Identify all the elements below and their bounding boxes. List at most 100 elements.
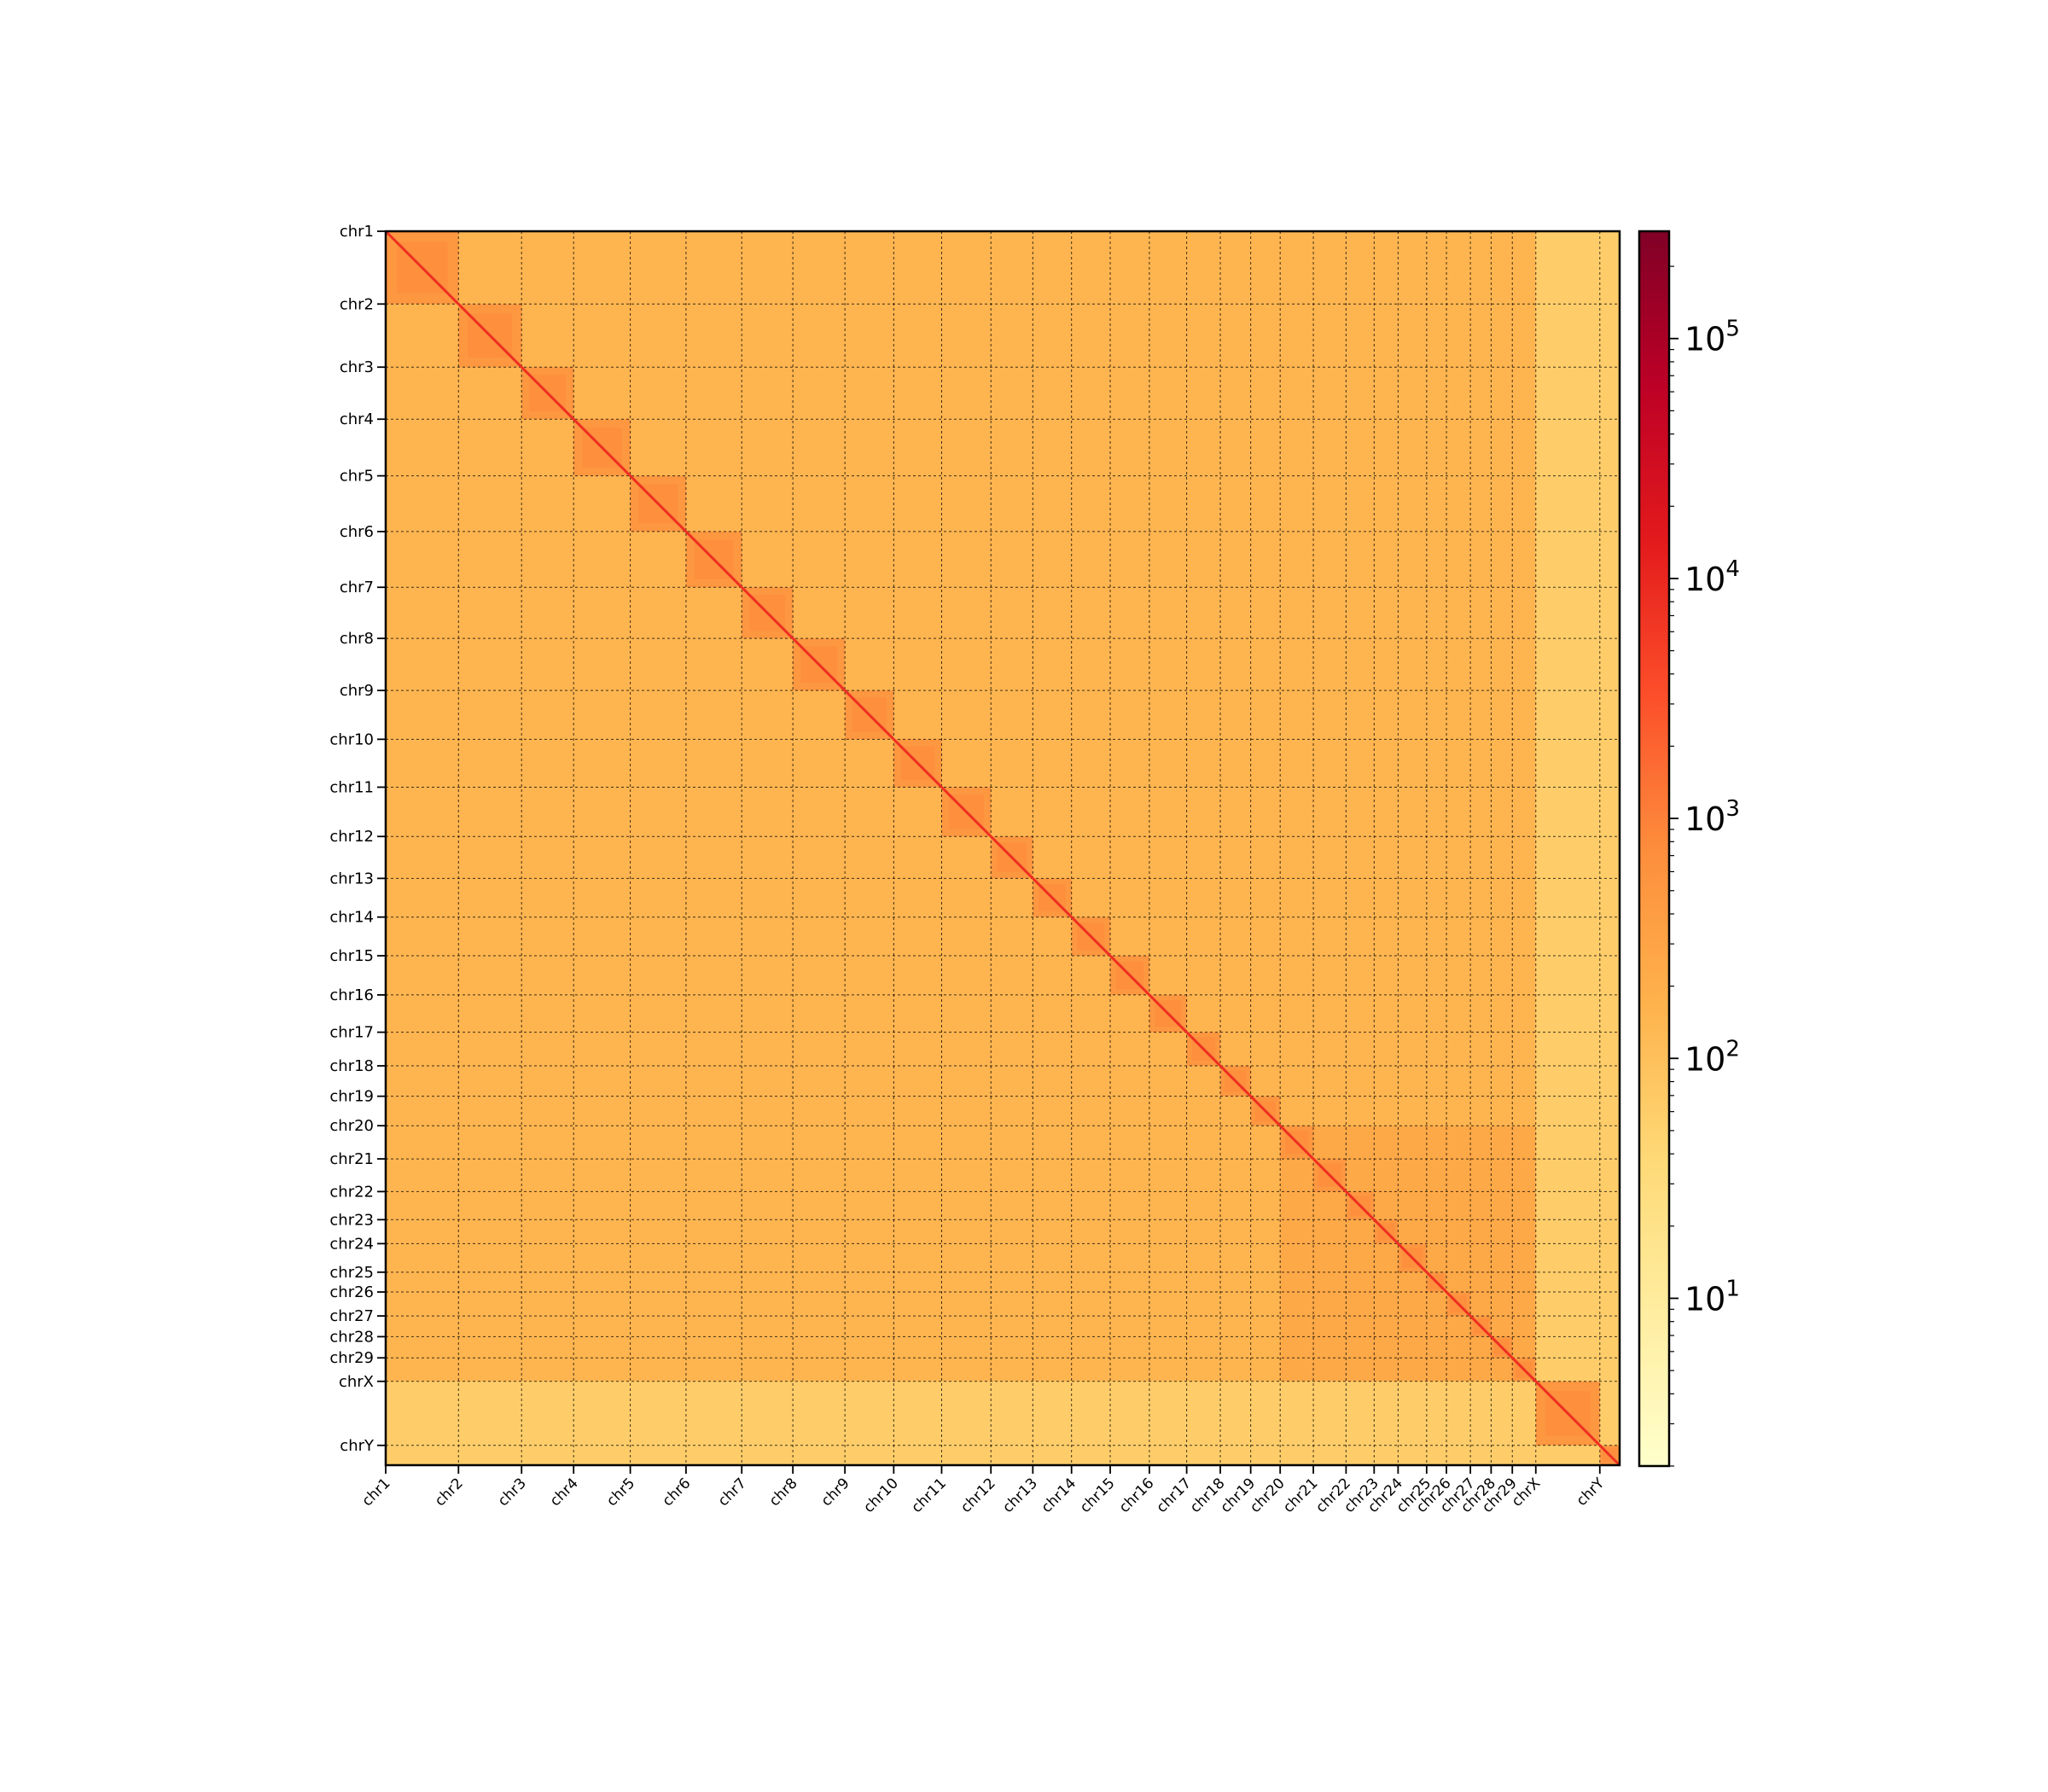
- heatmap-cell: [1250, 1159, 1281, 1192]
- heatmap-cell: [1491, 1292, 1513, 1317]
- heatmap-cell: [1071, 1445, 1111, 1466]
- heatmap-cell: [458, 1066, 522, 1097]
- heatmap-cell: [1346, 1243, 1375, 1273]
- heatmap-cell: [1033, 1066, 1073, 1097]
- heatmap-cell: [1033, 1032, 1073, 1067]
- heatmap-cell: [991, 475, 1033, 532]
- heatmap-cell: [1071, 1191, 1111, 1220]
- heatmap-cell: [893, 1032, 943, 1067]
- x-tick-label: chr7: [715, 1475, 750, 1510]
- heatmap-cell: [893, 1191, 943, 1220]
- heatmap-cell: [1110, 1219, 1150, 1244]
- heatmap-cell: [1220, 304, 1252, 368]
- heatmap-cell: [742, 1316, 794, 1338]
- heatmap-cell: [521, 956, 574, 996]
- heatmap-cell: [1446, 836, 1471, 879]
- heatmap-cell: [1186, 994, 1221, 1033]
- heatmap-cell: [521, 587, 574, 639]
- heatmap-cell: [941, 836, 992, 879]
- heatmap-cell: [1446, 475, 1471, 532]
- heatmap-cell: [1149, 1191, 1188, 1220]
- x-tick-label: chr14: [1039, 1475, 1080, 1516]
- heatmap-cell: [1313, 1096, 1347, 1126]
- heatmap-cell: [1535, 1445, 1601, 1466]
- heatmap-cell: [1398, 419, 1428, 477]
- y-tick-label: chr23: [329, 1211, 374, 1229]
- heatmap-cell: [1491, 638, 1513, 691]
- heatmap-cell: [1446, 1096, 1471, 1126]
- heatmap-cell: [1599, 1292, 1620, 1317]
- heatmap-cell: [1250, 367, 1281, 420]
- heatmap-cell: [1426, 638, 1447, 691]
- heatmap-cell: [941, 1445, 992, 1466]
- heatmap-cell: [742, 1243, 794, 1273]
- heatmap-cell: [1250, 1316, 1281, 1338]
- heatmap-cell: [1186, 916, 1221, 957]
- y-tick-label: chr17: [329, 1024, 374, 1042]
- heatmap-cell: [1313, 956, 1347, 996]
- heatmap-cell: [1599, 878, 1620, 918]
- heatmap-cell: [1512, 1445, 1537, 1466]
- heatmap-cell: [573, 1066, 631, 1097]
- heatmap-cell: [1599, 956, 1620, 996]
- heatmap-cell: [521, 231, 574, 305]
- heatmap-cell: [1512, 956, 1537, 996]
- heatmap-cell: [1149, 739, 1188, 788]
- heatmap-cell: [742, 1445, 794, 1466]
- heatmap-cell: [793, 304, 846, 368]
- heatmap-cell: [1346, 1271, 1375, 1293]
- heatmap-cell: [1491, 1191, 1513, 1220]
- heatmap-cell: [793, 1191, 846, 1220]
- heatmap-cell: [685, 1243, 742, 1273]
- heatmap-cell: [685, 1159, 742, 1192]
- heatmap-cell: [1374, 836, 1399, 879]
- heatmap-cell: [1398, 531, 1428, 588]
- heatmap-cell: [1220, 1381, 1252, 1446]
- heatmap-cell: [630, 367, 687, 420]
- heatmap-cell: [630, 1316, 687, 1338]
- heatmap-cell: [1535, 1292, 1601, 1317]
- heatmap-cell: [685, 1316, 742, 1338]
- heatmap-cell: [1071, 367, 1111, 420]
- heatmap-cell: [521, 419, 574, 477]
- heatmap-cell: [1470, 1066, 1492, 1097]
- heatmap-cell: [1398, 836, 1428, 879]
- heatmap-cell: [941, 916, 992, 957]
- heatmap-cell: [1346, 1096, 1375, 1126]
- heatmap-cell: [1149, 836, 1188, 879]
- heatmap-cell: [1149, 231, 1188, 305]
- heatmap-cell: [1398, 994, 1428, 1033]
- heatmap-cell: [1110, 231, 1150, 305]
- heatmap-cell: [991, 638, 1033, 691]
- heatmap-cell: [685, 1126, 742, 1160]
- chromosome-boundary-gridlines: [386, 231, 1620, 1465]
- heatmap-cell: [1250, 1381, 1281, 1446]
- heatmap-cell: [685, 475, 742, 532]
- heatmap-cell: [1491, 1032, 1513, 1067]
- heatmap-cell: [458, 1243, 522, 1273]
- heatmap-cell: [1186, 956, 1221, 996]
- heatmap-cell: [1313, 419, 1347, 477]
- heatmap-cell: [1599, 231, 1620, 305]
- heatmap-cell: [458, 1191, 522, 1220]
- heatmap-cell: [1250, 638, 1281, 691]
- heatmap-cell: [630, 231, 687, 305]
- heatmap-cell: [386, 1219, 459, 1244]
- y-tick-label: chr25: [329, 1264, 374, 1282]
- heatmap-cell: [1280, 1358, 1314, 1382]
- heatmap-cell: [991, 916, 1033, 957]
- heatmap-cell: [1186, 878, 1221, 918]
- heatmap-cell: [793, 787, 846, 837]
- heatmap-cell: [1033, 531, 1073, 588]
- heatmap-cell: [941, 531, 992, 588]
- heatmap-cell: [991, 231, 1033, 305]
- heatmap-cell: [1110, 690, 1150, 740]
- heatmap-cell: [521, 1096, 574, 1126]
- heatmap-cell: [573, 587, 631, 639]
- y-tick-label: chr13: [329, 870, 374, 887]
- heatmap-cell: [1374, 1191, 1399, 1220]
- heatmap-cell: [1280, 739, 1314, 788]
- heatmap-cell: [1426, 419, 1447, 477]
- heatmap-cell: [521, 1066, 574, 1097]
- heatmap-cell: [793, 739, 846, 788]
